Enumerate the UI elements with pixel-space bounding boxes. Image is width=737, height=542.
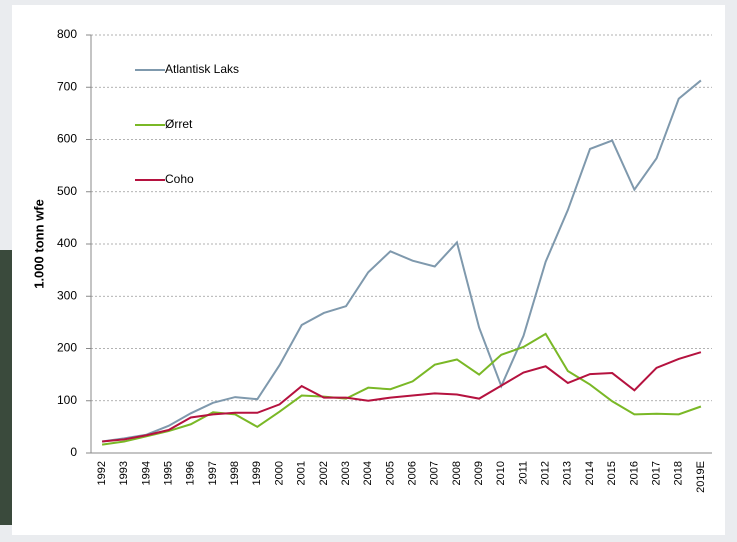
x-tick-label: 2009	[473, 461, 485, 485]
x-tick-label: 1997	[207, 461, 219, 485]
y-tick-label: 0	[70, 445, 77, 459]
x-tick-label: 1994	[140, 461, 152, 485]
x-tick-label: 2005	[384, 461, 396, 485]
x-tick-label: 2017	[650, 461, 662, 485]
legend-label: Ørret	[165, 117, 193, 131]
x-tick-label: 2014	[584, 461, 596, 485]
chart: 1.000 tonn wfe 0 100 200 300 400 500 600 700 800…	[0, 0, 737, 542]
legend-label: Atlantisk Laks	[165, 62, 239, 76]
y-tick-label: 300	[57, 288, 77, 302]
y-tick-label: 100	[57, 393, 77, 407]
y-axis-title: 1.000 tonn wfe	[31, 199, 46, 289]
x-tick-label: 2010	[495, 461, 507, 485]
x-tick-label: 2011	[517, 461, 529, 485]
x-tick-label: 1993	[118, 461, 130, 485]
x-tick-label: 1998	[229, 461, 241, 485]
x-tick-label: 2006	[406, 461, 418, 485]
x-tick-label: 2000	[273, 461, 285, 485]
x-tick-label: 2012	[540, 461, 552, 485]
x-tick-label: 2002	[318, 461, 330, 485]
x-tick-label: 2016	[628, 461, 640, 485]
y-tick-label: 200	[57, 341, 77, 355]
x-tick-label: 1992	[96, 461, 108, 485]
x-tick-label: 2001	[296, 461, 308, 485]
x-tick-label: 2007	[429, 461, 441, 485]
y-tick-label: 700	[57, 79, 77, 93]
background-photo	[0, 250, 14, 525]
x-tick-label: 2018	[673, 461, 685, 485]
y-tick-label: 500	[57, 184, 77, 198]
y-tick-label: 800	[57, 27, 77, 41]
x-tick-label: 2004	[362, 461, 374, 485]
x-tick-label: 1996	[185, 461, 197, 485]
x-tick-label: 2003	[340, 461, 352, 485]
x-tick-label: 2008	[451, 461, 463, 485]
x-tick-label: 2015	[606, 461, 618, 485]
legend-label: Coho	[165, 172, 194, 186]
x-tick-label: 2019E	[695, 461, 707, 493]
x-tick-label: 2013	[562, 461, 574, 485]
y-tick-label: 600	[57, 132, 77, 146]
x-tick-label: 1999	[251, 461, 263, 485]
chart-area	[12, 5, 725, 535]
x-tick-label: 1995	[163, 461, 175, 485]
y-tick-label: 400	[57, 236, 77, 250]
